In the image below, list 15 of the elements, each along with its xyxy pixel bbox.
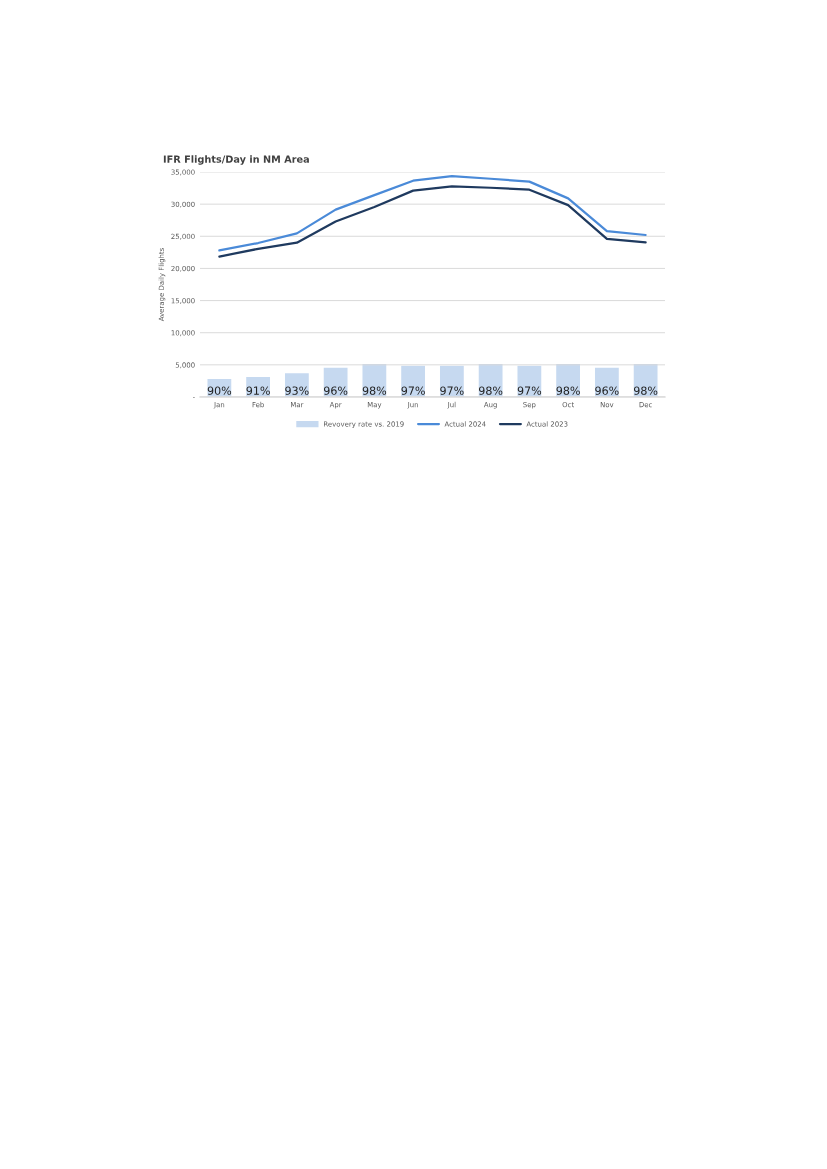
data-label: 93% [285,386,309,395]
data-label: 98% [362,386,387,395]
data-label: 91% [246,386,270,395]
line-series [218,185,647,258]
chart-title: IFR Flights/Day in NM Area [163,155,309,165]
data-label: 96% [323,386,348,395]
data-label: 98% [633,386,658,395]
data-label: 98% [478,386,503,395]
data-label: 96% [595,386,619,395]
data-label: 98% [556,386,580,395]
data-label: 90% [207,386,232,395]
data-label: 97% [517,386,542,395]
line-series [218,175,647,252]
data-label: 97% [440,386,464,395]
data-label: 97% [401,386,425,395]
